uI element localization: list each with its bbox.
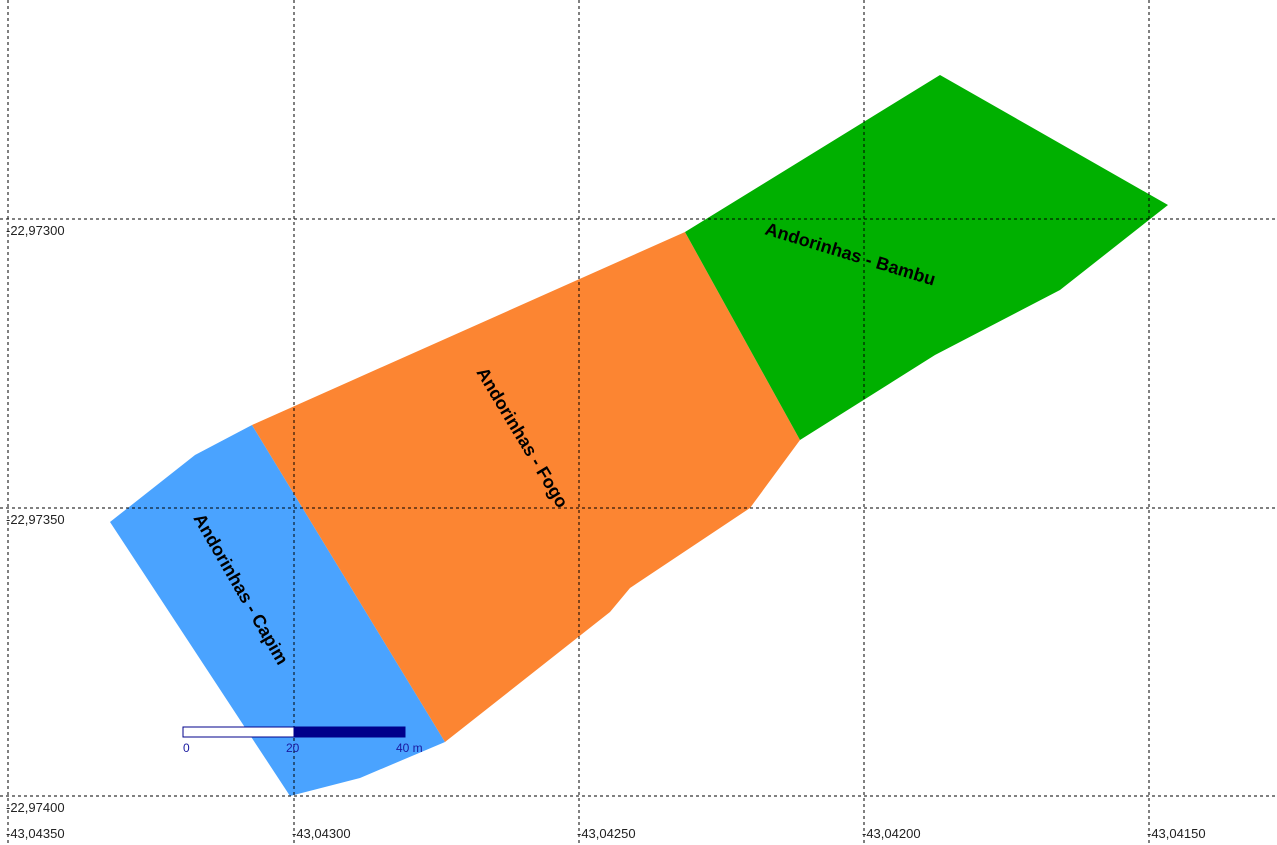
- scale-bar-segment-empty: [182, 726, 295, 738]
- scale-label-20: 20: [286, 741, 300, 755]
- parcel-fogo[interactable]: [252, 232, 800, 742]
- scale-label-0: 0: [183, 741, 190, 755]
- lon-label-3: -43,04250: [577, 826, 636, 841]
- lon-label-5: -43,04150: [1147, 826, 1206, 841]
- longitude-labels: -43,04350 -43,04300 -43,04250 -43,04200 …: [6, 826, 1206, 841]
- lat-label-1: -22,97300: [6, 223, 65, 238]
- lon-label-2: -43,04300: [292, 826, 351, 841]
- lon-label-1: -43,04350: [6, 826, 65, 841]
- lat-label-2: -22,97350: [6, 512, 65, 527]
- scale-label-40m: 40 m: [396, 741, 423, 755]
- scale-bar-segment-filled: [293, 726, 406, 738]
- parcel-capim[interactable]: [110, 425, 445, 796]
- scale-bar: 0 20 40 m: [182, 726, 423, 755]
- lon-label-4: -43,04200: [862, 826, 921, 841]
- latitude-labels: -22,97300 -22,97350 -22,97400: [6, 223, 65, 815]
- lat-label-3: -22,97400: [6, 800, 65, 815]
- parcel-bambu[interactable]: [685, 75, 1168, 440]
